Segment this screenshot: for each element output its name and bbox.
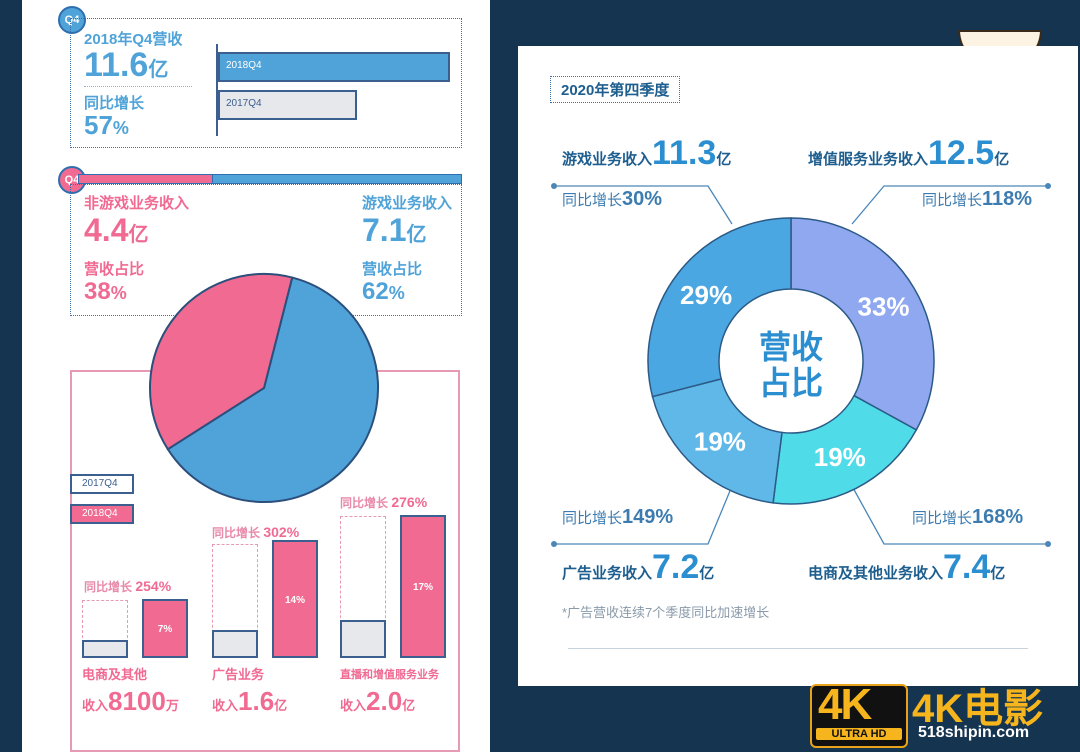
pie-slice-game [166, 276, 379, 503]
cat3-value: 收入2.0亿 [340, 686, 416, 716]
seg-game-label: 游戏业务收入11.3亿 [562, 134, 732, 172]
cat1-name: 电商及其他 [82, 667, 148, 682]
donut-center-line2: 占比 [759, 365, 823, 401]
seg-vas-label: 增值服务业务收入12.5亿 [808, 134, 1010, 172]
non-game-value: 4.4亿 [84, 212, 149, 248]
growth-value: 57% [84, 110, 129, 140]
leader-lines [551, 183, 1051, 547]
period-title: 2020年第四季度 [550, 76, 681, 103]
business-split-pie [149, 273, 379, 503]
leader-dot-game [551, 183, 557, 189]
donut-slice-1 [772, 394, 918, 505]
non-game-share: 38% [84, 278, 127, 305]
watermark-brand: 4K电影 [912, 687, 1044, 731]
seg-ad-label: 广告业务收入7.2亿 [562, 548, 715, 586]
cat3-growth: 同比增长 276% [340, 494, 428, 510]
revenue-value: 11.6亿 [84, 46, 169, 84]
seg-vas-growth: 同比增长118% [922, 188, 1033, 210]
bar-axis [216, 44, 218, 136]
watermark-4k: 4K [818, 680, 872, 729]
cat3-name: 直播和增值服务业务 [340, 669, 439, 681]
legend-2017q4: 2017Q4 [70, 474, 134, 494]
cat2-name: 广告业务 [212, 667, 265, 682]
leader-line-ad [554, 485, 733, 545]
leader-line-ecom [851, 485, 1048, 545]
cat2-growth: 同比增长 302% [212, 524, 300, 540]
game-share: 62% [362, 278, 405, 305]
footnote: *广告营收连续7个季度同比加速增长 [562, 605, 770, 620]
cat2-bar-2017 [212, 630, 258, 658]
cat3-bar-2018: 17% [400, 515, 446, 658]
leader-dot-vas [1045, 183, 1051, 189]
legend-2018q4: 2018Q4 [70, 504, 134, 524]
donut-label-game: 29% [680, 280, 732, 310]
cat1-value: 收入8100万 [82, 686, 179, 716]
game-value: 7.1亿 [362, 212, 427, 248]
donut-label-vas: 33% [858, 291, 910, 321]
donut-slice-3 [647, 217, 792, 398]
revenue-label: 2018年Q4营收 [84, 31, 183, 48]
watermark-badge: 4K ULTRA HD [810, 680, 908, 748]
bar-2018q4: 2018Q4 [218, 52, 450, 82]
donut-slice-0 [790, 217, 935, 431]
donut-center-line1: 营收 [759, 329, 823, 365]
donut-slice-2 [651, 377, 783, 504]
game-share-label: 营收占比 [362, 261, 423, 278]
separator [84, 86, 192, 88]
seg-ecom-label: 电商及其他业务收入7.4亿 [808, 548, 1006, 586]
leader-line-vas [851, 185, 1048, 225]
cat3-bar-2017 [340, 620, 386, 658]
cat1-bar-2018: 7% [142, 599, 188, 658]
watermark-ultrahd: ULTRA HD [816, 728, 902, 740]
cat1-growth: 同比增长 254% [84, 578, 172, 594]
split-bar-game [212, 174, 462, 184]
seg-game-growth: 同比增长30% [562, 188, 663, 210]
leader-line-game [554, 185, 733, 225]
seg-ecom-growth: 同比增长168% [912, 506, 1024, 528]
left-infographic-panel: Q4 2018年Q4营收 11.6亿 同比增长 57% 2018Q4 2017Q… [22, 0, 490, 752]
leader-dot-ecom [1045, 541, 1051, 547]
non-game-share-label: 营收占比 [84, 261, 145, 278]
seg-ad-growth: 同比增长149% [562, 506, 674, 528]
cat2-bar-2018: 14% [272, 540, 318, 658]
donut-label-ad: 19% [694, 427, 746, 457]
growth-label: 同比增长 [84, 95, 145, 112]
non-game-label: 非游戏业务收入 [84, 195, 190, 212]
pie-slice-non-game [149, 273, 294, 451]
watermark-site: 518shipin.com [918, 724, 1030, 741]
split-bar-nongame [78, 174, 214, 184]
leader-dot-ad [551, 541, 557, 547]
q4-badge: Q4 [58, 6, 86, 34]
cat2-value: 收入1.6亿 [212, 686, 288, 716]
divider [568, 648, 1028, 649]
right-infographic-panel: 2020年第四季度 游戏业务收入11.3亿 同比增长30% 增值服务业务收入12… [518, 46, 1078, 686]
revenue-share-donut: 33% 19% 19% 29% 营收 占比 [647, 217, 935, 505]
donut-label-ecom: 19% [814, 442, 866, 472]
bar-2017q4: 2017Q4 [218, 90, 358, 120]
cat1-bar-2017 [82, 640, 128, 658]
revenue-box [70, 18, 462, 148]
game-label: 游戏业务收入 [362, 195, 453, 212]
